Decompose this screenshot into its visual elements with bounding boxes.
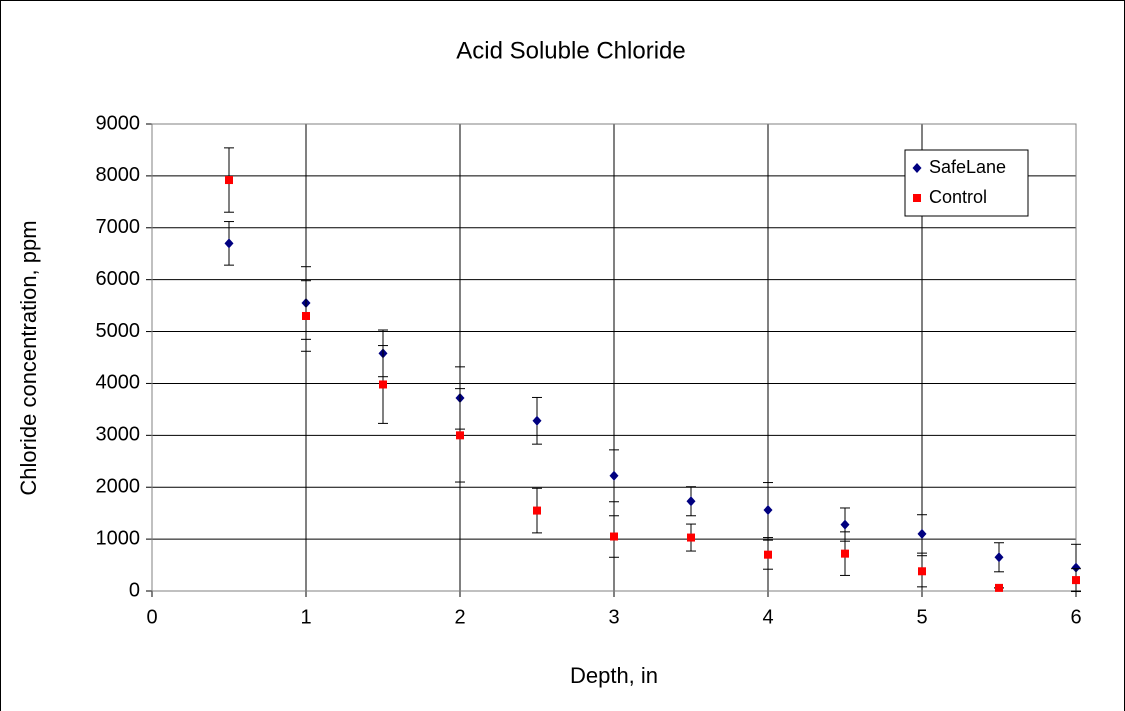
y-tick-label: 0	[129, 579, 140, 601]
y-tick-label: 2000	[96, 476, 141, 498]
legend-label: SafeLane	[929, 157, 1006, 177]
marker	[994, 552, 1004, 563]
marker	[995, 583, 1003, 592]
marker	[224, 238, 234, 249]
marker	[302, 311, 310, 320]
y-tick-label: 5000	[96, 320, 141, 342]
marker	[456, 431, 464, 440]
x-tick-label: 3	[608, 606, 619, 628]
marker	[225, 176, 233, 185]
marker	[918, 567, 926, 576]
marker	[609, 470, 619, 481]
y-tick-label: 9000	[96, 112, 141, 134]
x-tick-label: 1	[300, 606, 311, 628]
legend-label: Control	[929, 187, 987, 207]
legend-marker	[913, 194, 921, 202]
y-tick-label: 3000	[96, 424, 141, 446]
marker	[763, 505, 773, 516]
marker	[379, 380, 387, 389]
y-tick-label: 1000	[96, 527, 141, 549]
y-tick-label: 4000	[96, 372, 141, 394]
y-axis-label: Chloride concentration, ppm	[16, 220, 41, 495]
y-tick-label: 7000	[96, 216, 141, 238]
marker	[841, 549, 849, 558]
marker	[840, 519, 850, 530]
marker	[687, 533, 695, 542]
marker	[1071, 562, 1081, 573]
x-tick-label: 6	[1070, 606, 1081, 628]
y-tick-label: 8000	[96, 164, 141, 186]
legend-marker	[912, 163, 922, 173]
marker	[532, 415, 542, 426]
marker	[610, 532, 618, 541]
legend-box	[904, 149, 1029, 217]
plot-area	[151, 123, 1077, 592]
y-tick-label: 6000	[96, 268, 141, 290]
x-tick-label: 4	[762, 606, 773, 628]
x-axis-label: Depth, in	[570, 663, 658, 688]
marker	[917, 528, 927, 539]
marker	[764, 550, 772, 559]
x-tick-label: 0	[146, 606, 157, 628]
chart-title: Acid Soluble Chloride	[456, 37, 685, 64]
marker	[1072, 576, 1080, 585]
x-tick-label: 5	[916, 606, 927, 628]
marker	[533, 506, 541, 515]
x-tick-label: 2	[454, 606, 465, 628]
marker	[686, 496, 696, 507]
